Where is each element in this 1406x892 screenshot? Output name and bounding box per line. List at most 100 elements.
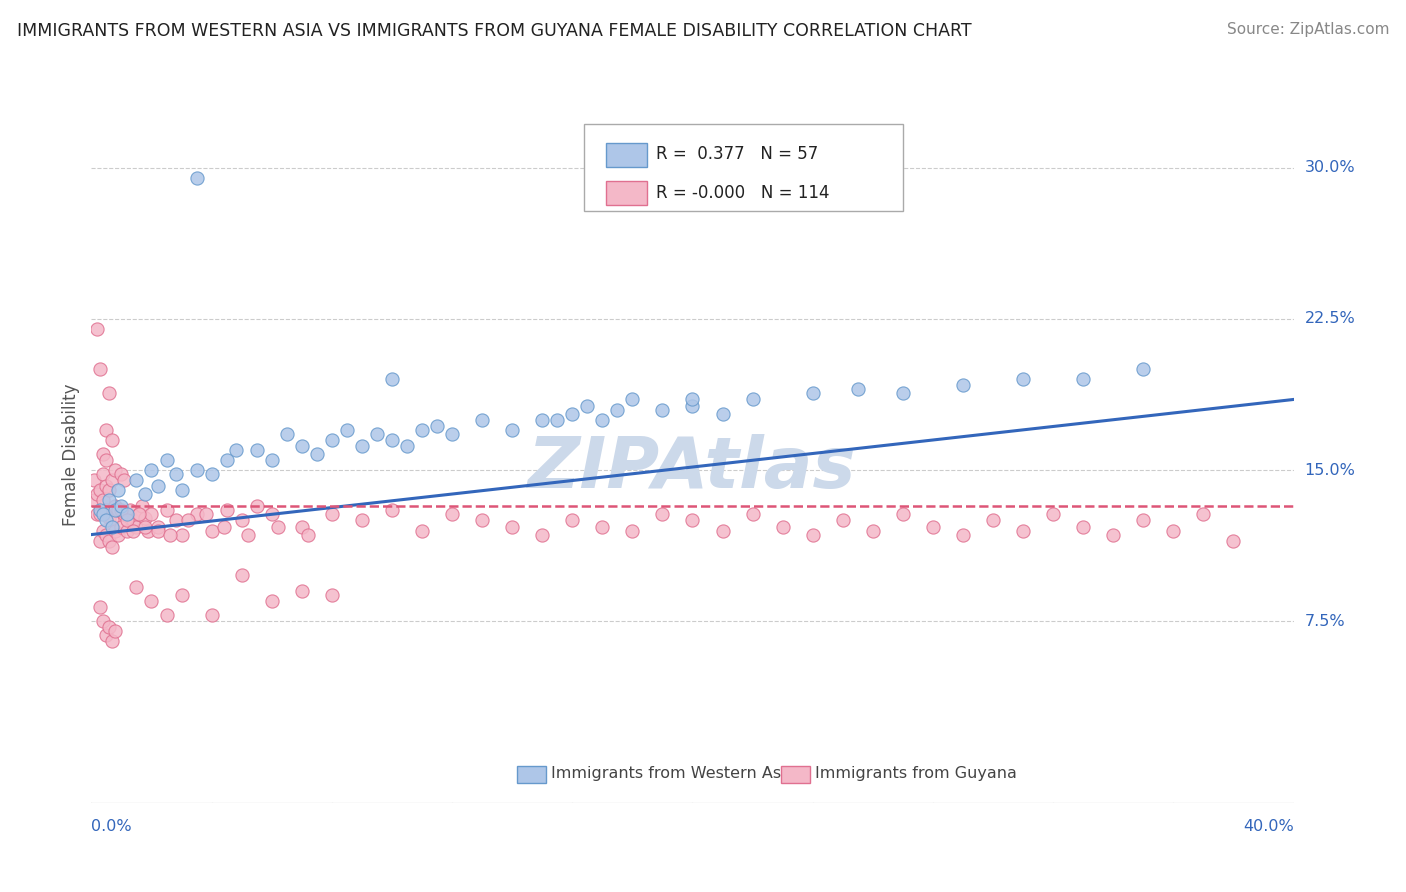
Point bbox=[831, 513, 853, 527]
Point bbox=[98, 620, 121, 634]
Point bbox=[291, 519, 314, 533]
Point bbox=[165, 513, 187, 527]
Point bbox=[531, 412, 554, 426]
Point bbox=[186, 508, 208, 522]
Point bbox=[260, 508, 283, 522]
Point bbox=[1012, 372, 1035, 386]
Point bbox=[681, 513, 703, 527]
Point bbox=[128, 508, 150, 522]
Point bbox=[96, 503, 118, 517]
Point bbox=[305, 447, 328, 461]
Point bbox=[96, 513, 118, 527]
Point bbox=[122, 524, 145, 538]
Point bbox=[1192, 508, 1215, 522]
Text: Immigrants from Guyana: Immigrants from Guyana bbox=[815, 766, 1017, 781]
Point bbox=[107, 483, 129, 498]
Point bbox=[591, 412, 613, 426]
Point bbox=[83, 493, 105, 508]
Point bbox=[561, 407, 583, 421]
Point bbox=[922, 519, 945, 533]
Point bbox=[96, 628, 118, 642]
Point bbox=[321, 508, 343, 522]
Text: R = -0.000   N = 114: R = -0.000 N = 114 bbox=[657, 184, 830, 202]
Point bbox=[267, 519, 290, 533]
FancyBboxPatch shape bbox=[782, 766, 810, 782]
Point bbox=[159, 527, 181, 541]
Point bbox=[212, 519, 235, 533]
Point bbox=[651, 402, 673, 417]
Point bbox=[93, 467, 115, 481]
FancyBboxPatch shape bbox=[517, 766, 546, 782]
Point bbox=[101, 513, 124, 527]
Point bbox=[952, 378, 974, 392]
Point bbox=[117, 513, 139, 527]
Point bbox=[426, 418, 449, 433]
Point bbox=[110, 500, 132, 514]
Point bbox=[131, 500, 153, 514]
Point bbox=[146, 479, 169, 493]
Text: Immigrants from Western Asia: Immigrants from Western Asia bbox=[551, 766, 796, 781]
Point bbox=[1222, 533, 1244, 548]
Point bbox=[201, 467, 224, 481]
Point bbox=[101, 540, 124, 554]
Point bbox=[336, 423, 359, 437]
Point bbox=[381, 372, 404, 386]
Point bbox=[110, 467, 132, 481]
Point bbox=[591, 519, 613, 533]
Point bbox=[1071, 372, 1094, 386]
Point bbox=[801, 527, 824, 541]
Point bbox=[291, 584, 314, 599]
Point bbox=[114, 473, 136, 487]
Point bbox=[546, 412, 568, 426]
Point bbox=[128, 508, 150, 522]
Point bbox=[194, 508, 217, 522]
Text: 40.0%: 40.0% bbox=[1243, 819, 1294, 834]
Point bbox=[201, 524, 224, 538]
Point bbox=[93, 447, 115, 461]
Point bbox=[246, 500, 269, 514]
Point bbox=[101, 433, 124, 447]
Point bbox=[93, 493, 115, 508]
Point bbox=[117, 508, 139, 522]
Point bbox=[89, 362, 111, 376]
Point bbox=[96, 527, 118, 541]
Point bbox=[411, 524, 433, 538]
Point bbox=[98, 483, 121, 498]
Point bbox=[104, 503, 127, 517]
Point bbox=[411, 423, 433, 437]
Point bbox=[170, 588, 193, 602]
Point bbox=[1132, 513, 1154, 527]
Point bbox=[846, 383, 869, 397]
Point bbox=[260, 594, 283, 608]
Point bbox=[134, 487, 156, 501]
Point bbox=[1012, 524, 1035, 538]
Point bbox=[350, 439, 373, 453]
Point bbox=[155, 503, 177, 517]
Point bbox=[98, 386, 121, 401]
Point bbox=[225, 442, 247, 457]
Point bbox=[89, 533, 111, 548]
Point bbox=[366, 426, 388, 441]
Point bbox=[98, 511, 121, 525]
Point bbox=[98, 493, 121, 508]
Point bbox=[260, 453, 283, 467]
Point bbox=[381, 433, 404, 447]
Point bbox=[186, 463, 208, 477]
Point bbox=[141, 594, 163, 608]
Point bbox=[952, 527, 974, 541]
Point bbox=[1161, 524, 1184, 538]
Point bbox=[186, 170, 208, 185]
Point bbox=[93, 615, 115, 629]
Point bbox=[215, 453, 238, 467]
Point bbox=[110, 519, 132, 533]
Point bbox=[134, 519, 156, 533]
Point bbox=[104, 500, 127, 514]
Point bbox=[681, 399, 703, 413]
Point bbox=[606, 402, 628, 417]
Point bbox=[146, 519, 169, 533]
Point bbox=[681, 392, 703, 407]
Point bbox=[125, 580, 148, 594]
Point bbox=[122, 513, 145, 527]
Point bbox=[104, 463, 127, 477]
FancyBboxPatch shape bbox=[606, 144, 647, 167]
